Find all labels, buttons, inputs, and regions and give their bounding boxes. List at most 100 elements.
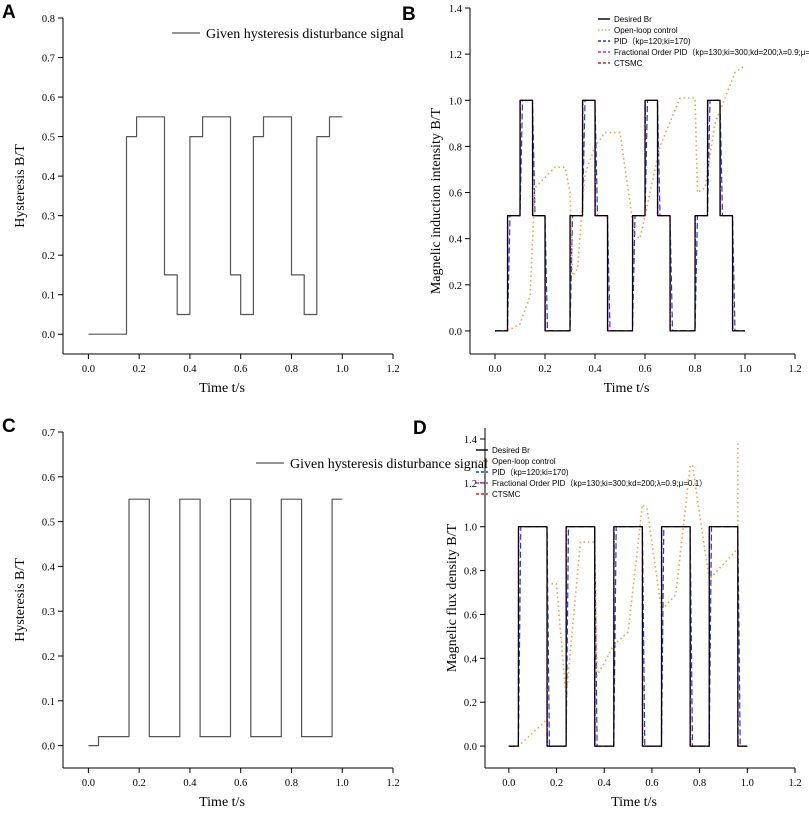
y-tick-label: 1.4 [449,4,463,15]
y-axis-label: Hysteresis B/T [13,558,28,642]
legend-label: CTSMC [492,490,521,499]
series-line-fractional-order-pid [508,526,748,747]
y-axis-label: Magnelic flux density B/T [445,523,460,672]
y-tick-label: 0.4 [449,235,463,246]
y-tick-label: 0.1 [42,697,55,708]
legend-label: PID（kp=120;ki=170) [614,37,691,46]
legend-label: Desired Br [492,446,530,455]
x-tick-label: 0.8 [285,364,298,375]
legend-label: Fractional Order PID（kp=130;ki=300;kd=20… [614,48,809,57]
panel-letter: C [2,416,16,437]
x-axis-label: Time t/s [199,795,245,810]
panel-letter: D [413,418,427,439]
series-line-desired-br [495,99,745,332]
y-tick-label: 0.0 [464,742,477,753]
x-tick-label: 1.2 [386,364,399,375]
y-tick-label: 0.2 [42,652,55,663]
y-tick-label: 0.3 [42,212,55,223]
y-tick-label: 0.1 [42,291,55,302]
y-tick-label: 0.5 [42,133,55,144]
legend: Given hysteresis disturbance signal [172,27,404,42]
x-tick-label: 1.2 [788,364,801,375]
y-axis-label: Hysteresis B/T [13,144,28,228]
x-tick-label: 0.6 [638,364,651,375]
x-tick-label: 0.4 [588,364,602,375]
legend-label: Desired Br [614,15,652,24]
legend-label: PID（kp=120;ki=170) [492,468,569,477]
x-tick-label: 0.2 [538,364,551,375]
x-tick-label: 0.6 [234,778,247,789]
y-tick-label: 0.8 [449,142,462,153]
x-axis-label: Time t/s [611,795,657,810]
y-tick-label: 0.8 [464,567,477,578]
legend-label: Open-loop control [492,457,556,466]
y-tick-label: 1.0 [449,96,462,107]
legend: Desired Br Open-loop control PID（kp=120;ki… [598,15,809,68]
y-tick-label: 0.0 [42,330,55,341]
series-line-given-hysteresis-disturbance-signal [88,116,343,335]
series-line-open-loop-control [508,443,739,747]
y-tick-label: 0.2 [449,281,462,292]
x-tick-label: 0.4 [598,778,612,789]
panel-letter: A [2,2,16,23]
x-tick-label: 1.2 [788,778,801,789]
series-line-ctsmc [508,526,748,747]
y-tick-label: 0.6 [449,189,462,200]
series-line-open-loop-control [507,65,746,332]
panel-letter: B [402,4,416,25]
y-tick-label: 1.4 [464,435,478,446]
y-tick-label: 0.3 [42,607,55,618]
y-tick-label: 0.6 [464,610,477,621]
x-axis-label: Time t/s [604,381,650,396]
y-tick-label: 0.4 [42,562,56,573]
x-tick-label: 0.6 [645,778,658,789]
x-tick-label: 0.8 [285,778,298,789]
y-tick-label: 0.5 [42,518,55,529]
x-tick-label: 1.2 [386,778,399,789]
y-tick-label: 0.2 [464,698,477,709]
y-tick-label: 0.0 [449,327,462,338]
x-tick-label: 0.8 [693,778,706,789]
x-axis-label: Time t/s [199,381,245,396]
series-line-desired-br [508,526,748,747]
y-tick-label: 0.4 [42,172,56,183]
x-tick-label: 0.2 [133,364,146,375]
y-tick-label: 0.8 [42,14,55,25]
x-tick-label: 1.0 [336,778,349,789]
legend-label: Open-loop control [614,26,678,35]
y-tick-label: 0.7 [42,54,55,65]
x-tick-label: 1.0 [738,364,751,375]
series-line-given-hysteresis-disturbance-signal [88,498,343,747]
y-tick-label: 0.7 [42,428,55,439]
legend: Given hysteresis disturbance signal [256,457,488,472]
x-tick-label: 0.4 [183,364,197,375]
y-tick-label: 1.2 [449,50,462,61]
y-tick-label: 1.0 [464,523,477,534]
y-tick-label: 1.2 [464,479,477,490]
x-tick-label: 0.8 [688,364,701,375]
x-tick-label: 0.0 [488,364,501,375]
legend-label: Fractional Order PID（kp=130;ki=300;kd=20… [492,479,707,488]
panel-c: C 0.0 0.2 0.4 0.6 0.8 1.0 1.2 0.0 0.1 0.2 0.3 0.4 0.5… [2,416,488,810]
x-tick-label: 0.2 [550,778,563,789]
y-tick-label: 0.0 [42,742,55,753]
x-tick-label: 0.0 [502,778,515,789]
legend-label: Given hysteresis disturbance signal [290,457,488,472]
x-tick-label: 0.4 [183,778,197,789]
y-axis-label: Magnelic induction intensity B/T [429,107,444,294]
legend-label: Given hysteresis disturbance signal [206,27,404,42]
x-tick-label: 0.0 [82,778,95,789]
x-tick-label: 0.6 [234,364,247,375]
x-tick-label: 0.2 [133,778,146,789]
y-tick-label: 0.6 [42,93,55,104]
series-line-pid [508,526,748,747]
y-tick-label: 0.6 [42,473,55,484]
panel-b: B 0.0 0.2 0.4 0.6 0.8 1.0 1.2 0.0 0.2 0.4 0.6 0.8 1.0… [402,4,809,396]
y-tick-label: 0.4 [464,654,478,665]
x-tick-label: 1.0 [741,778,754,789]
panel-d: D 0.0 0.2 0.4 0.6 0.8 1.0 1.2 0.0 0.2 0.4 0.6 0.8 1.0… [413,418,802,810]
legend-label: CTSMC [614,59,643,68]
panel-a: A 0.0 0.2 0.4 0.6 0.8 1.0 1.2 0.0 0.1 0.2 0.3 0.4 0.5… [2,2,404,396]
y-tick-label: 0.2 [42,251,55,262]
